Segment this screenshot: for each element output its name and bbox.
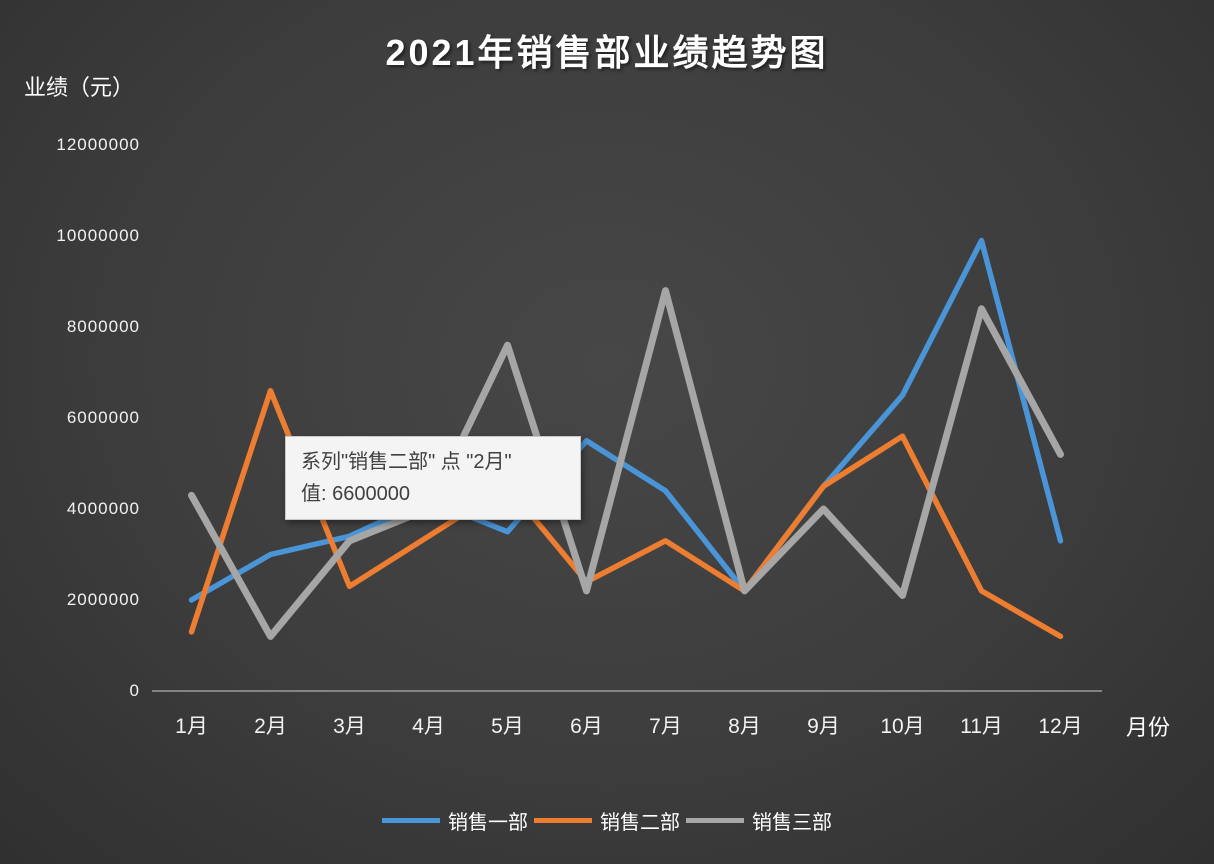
x-axis-tick-label: 2月: [254, 715, 287, 738]
y-axis-tick-label: 10000000: [56, 226, 140, 245]
y-axis-tick-label: 6000000: [66, 408, 140, 427]
legend-line-sample: [382, 818, 440, 823]
chart-tooltip: 系列"销售二部" 点 "2月" 值: 6600000: [285, 436, 581, 520]
x-axis-tick-label: 1月: [175, 715, 208, 738]
legend-label: 销售一部: [448, 812, 528, 834]
x-axis-tick-label: 4月: [412, 715, 445, 738]
tooltip-value: 值: 6600000: [301, 483, 410, 505]
tooltip-series-point: 系列"销售二部" 点 "2月": [301, 451, 512, 473]
chart-title: 2021年销售部业绩趋势图: [385, 32, 829, 73]
y-axis-tick-label: 12000000: [56, 135, 140, 154]
legend-item-1[interactable]: 销售一部: [382, 806, 528, 835]
x-axis-tick-label: 3月: [333, 715, 366, 738]
x-axis-tick-label: 7月: [649, 715, 682, 738]
legend-line-sample: [686, 818, 744, 823]
y-axis-title: 业绩（元）: [24, 75, 135, 100]
legend: 销售一部 销售二部 销售三部: [0, 806, 1214, 835]
series-line-1[interactable]: [188, 237, 1064, 603]
x-axis-tick-label: 10月: [880, 715, 925, 738]
x-axis-tick-label: 6月: [570, 715, 603, 738]
x-axis-title: 月份: [1126, 715, 1171, 740]
x-axis-tick-label: 8月: [728, 715, 761, 738]
x-axis-tick-label: 11月: [960, 715, 1003, 738]
x-axis-tick-label: 12月: [1038, 715, 1083, 738]
y-axis-tick-label: 0: [129, 681, 140, 700]
x-axis-tick-label: 5月: [491, 715, 524, 738]
y-axis-tick-label: 8000000: [66, 317, 140, 336]
y-axis-tick-label: 4000000: [66, 499, 140, 518]
legend-label: 销售三部: [752, 812, 832, 834]
legend-label: 销售二部: [600, 812, 680, 834]
legend-item-2[interactable]: 销售二部: [534, 806, 680, 835]
y-axis-tick-label: 2000000: [66, 590, 140, 609]
series-line-3[interactable]: [188, 287, 1064, 640]
legend-item-3[interactable]: 销售三部: [686, 806, 832, 835]
x-axis-tick-label: 9月: [807, 715, 840, 738]
legend-line-sample: [534, 818, 592, 823]
